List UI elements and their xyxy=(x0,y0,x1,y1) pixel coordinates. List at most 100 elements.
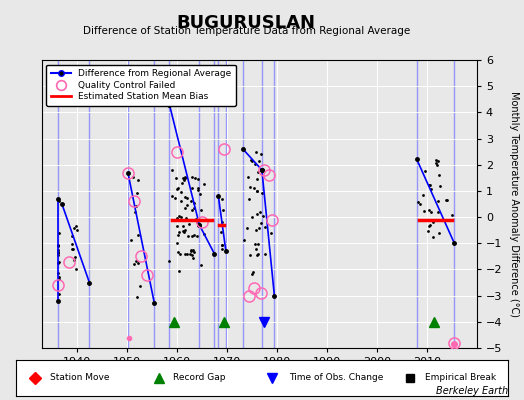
Point xyxy=(54,242,63,248)
Point xyxy=(189,254,198,261)
Point xyxy=(188,252,196,258)
Point xyxy=(167,167,176,173)
Point xyxy=(413,199,422,206)
Point xyxy=(172,186,181,192)
Point xyxy=(427,209,435,215)
Point xyxy=(192,216,201,222)
Point xyxy=(243,225,251,231)
Point xyxy=(253,188,261,194)
Point xyxy=(131,209,139,216)
Point xyxy=(194,185,202,192)
Point xyxy=(54,270,62,277)
Point xyxy=(188,174,196,180)
Point xyxy=(69,246,77,252)
Point xyxy=(187,247,195,254)
Point xyxy=(267,230,275,237)
Point xyxy=(217,222,226,228)
Point xyxy=(54,243,62,249)
Text: Time of Obs. Change: Time of Obs. Change xyxy=(289,374,384,382)
Point xyxy=(248,158,256,165)
Point xyxy=(190,199,198,206)
Point xyxy=(253,211,261,217)
Point xyxy=(173,185,182,192)
Text: BUGURUSLAN: BUGURUSLAN xyxy=(177,14,316,32)
Point xyxy=(239,237,248,244)
Point xyxy=(200,231,209,237)
Point xyxy=(197,207,205,213)
Point xyxy=(179,228,187,234)
Point xyxy=(54,250,63,256)
Point xyxy=(179,175,188,181)
Point xyxy=(188,185,196,192)
Point xyxy=(423,228,432,234)
Point xyxy=(185,251,194,258)
Point xyxy=(133,190,141,196)
Point xyxy=(54,247,62,253)
Point xyxy=(168,192,177,199)
Point xyxy=(416,201,424,207)
Point xyxy=(127,237,135,243)
Point xyxy=(185,221,193,227)
Point xyxy=(252,226,260,233)
Point xyxy=(257,190,266,196)
Point xyxy=(178,180,187,186)
Point xyxy=(434,209,442,215)
Point xyxy=(249,269,257,275)
Point xyxy=(217,246,226,252)
Point xyxy=(194,187,203,193)
Point xyxy=(193,218,201,225)
Point xyxy=(261,251,269,258)
Point xyxy=(134,260,142,266)
Point xyxy=(258,213,267,219)
Point xyxy=(248,213,256,220)
Point xyxy=(183,195,191,201)
Point xyxy=(438,217,446,224)
Point xyxy=(136,283,145,290)
Point xyxy=(134,176,143,183)
Point xyxy=(253,188,261,194)
Legend: Difference from Regional Average, Quality Control Failed, Estimated Station Mean: Difference from Regional Average, Qualit… xyxy=(47,64,236,106)
Point xyxy=(250,241,259,248)
Point xyxy=(187,198,195,204)
Point xyxy=(54,259,63,265)
Point xyxy=(173,215,182,221)
Point xyxy=(247,156,255,163)
Point xyxy=(189,247,197,254)
Point xyxy=(132,203,140,210)
Point xyxy=(256,151,265,157)
Point xyxy=(183,251,191,257)
Point xyxy=(128,174,137,180)
Point xyxy=(174,268,183,274)
Point xyxy=(174,232,182,239)
Point xyxy=(252,246,260,252)
Text: Station Move: Station Move xyxy=(50,374,110,382)
Point xyxy=(133,293,141,300)
Point xyxy=(255,225,264,232)
Point xyxy=(200,181,208,188)
Point xyxy=(70,256,78,263)
Point xyxy=(443,196,451,203)
Point xyxy=(68,233,76,239)
Point xyxy=(171,194,179,201)
Point xyxy=(253,176,261,182)
Point xyxy=(55,198,63,204)
Point xyxy=(182,215,190,221)
Point xyxy=(188,233,196,239)
Point xyxy=(190,205,198,212)
Point xyxy=(177,188,185,195)
Point xyxy=(260,223,269,230)
Point xyxy=(172,240,181,246)
Point xyxy=(181,204,190,211)
Point xyxy=(254,241,262,247)
Point xyxy=(130,261,138,267)
Point xyxy=(71,254,80,260)
Point xyxy=(420,208,429,214)
Point xyxy=(71,266,80,272)
Point xyxy=(181,174,189,180)
Point xyxy=(250,161,259,168)
Point xyxy=(196,262,205,268)
Point xyxy=(72,223,80,229)
Point xyxy=(218,242,226,249)
Point xyxy=(250,185,258,191)
Point xyxy=(165,258,173,264)
